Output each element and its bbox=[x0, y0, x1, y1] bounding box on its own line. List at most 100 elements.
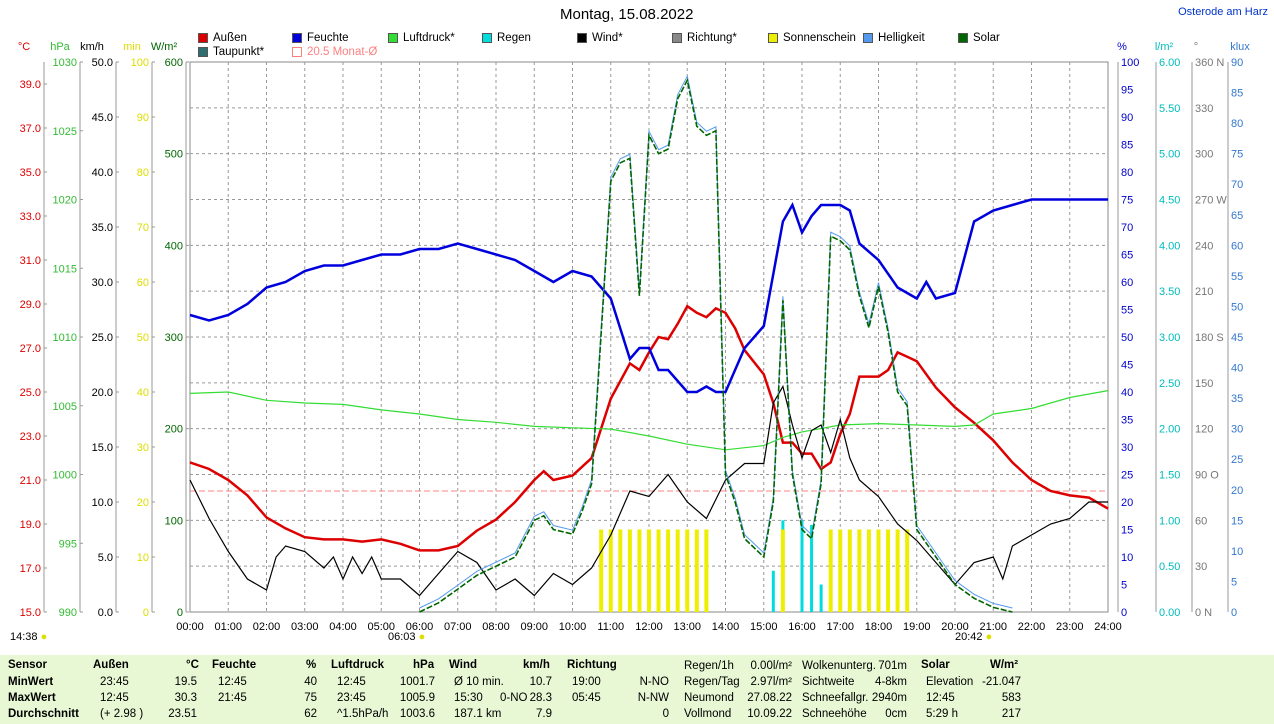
footer-rain-label: Vollmond bbox=[684, 708, 732, 720]
left-tick-label: 50.0 bbox=[92, 57, 113, 69]
bar-sonnenschein bbox=[866, 529, 871, 612]
footer-solar-value: 217 bbox=[1001, 708, 1021, 720]
right-tick-label: 0 N bbox=[1195, 607, 1212, 619]
header-sensor: Sensor bbox=[8, 659, 47, 671]
left-axis-unit: km/h bbox=[80, 41, 104, 53]
footer-cloud-value: 701m bbox=[878, 660, 907, 672]
footer-row-label: MaxWert bbox=[8, 692, 56, 704]
legend-label: Solar bbox=[973, 32, 1000, 44]
right-tick-label: 25 bbox=[1121, 470, 1133, 482]
right-tick-label: 85 bbox=[1121, 140, 1133, 152]
right-tick-label: 30 bbox=[1231, 424, 1243, 436]
left-tick-label: 400 bbox=[165, 240, 183, 252]
x-tick-label: 08:00 bbox=[482, 621, 510, 633]
legend-swatch bbox=[292, 47, 302, 57]
bar-regen bbox=[819, 584, 823, 612]
x-tick-label: 15:00 bbox=[750, 621, 778, 633]
left-tick-label: 1005 bbox=[53, 401, 77, 413]
left-tick-label: 39.0 bbox=[20, 79, 41, 91]
right-tick-label: 5.50 bbox=[1159, 103, 1180, 115]
footer-luftdruck-time: 23:45 bbox=[337, 692, 366, 704]
right-tick-label: 0.00 bbox=[1159, 607, 1180, 619]
right-tick-label: 70 bbox=[1231, 179, 1243, 191]
right-axis-unit: l/m² bbox=[1155, 41, 1174, 53]
bar-sonnenschein bbox=[675, 529, 680, 612]
footer-solar-label: 12:45 bbox=[926, 692, 955, 704]
left-tick-label: 15.0 bbox=[92, 442, 113, 454]
chart-axes bbox=[43, 61, 1229, 613]
line-wind bbox=[189, 384, 1108, 597]
footer-luftdruck-value: 1005.9 bbox=[399, 692, 435, 704]
footer-rain-label: Regen/1h bbox=[684, 660, 734, 672]
bar-sonnenschein bbox=[599, 529, 604, 612]
right-tick-label: 6.00 bbox=[1159, 57, 1180, 69]
bar-sonnenschein bbox=[876, 529, 881, 612]
right-tick-label: 75 bbox=[1231, 149, 1243, 161]
footer-aussen-value: 23.51 bbox=[168, 708, 197, 720]
right-tick-label: 210 bbox=[1195, 286, 1213, 298]
left-tick-label: 500 bbox=[165, 149, 183, 161]
bar-sonnenschein bbox=[694, 529, 699, 612]
bar-sonnenschein bbox=[627, 529, 632, 612]
right-tick-label: 240 bbox=[1195, 240, 1213, 252]
left-tick-label: 40.0 bbox=[92, 167, 113, 179]
right-tick-label: 60 bbox=[1195, 515, 1207, 527]
legend-label: Außen bbox=[213, 32, 247, 44]
footer-wind-value: 7.9 bbox=[536, 708, 552, 720]
footer-wind-extra: 0-NO bbox=[500, 692, 528, 704]
right-axis-unit: ° bbox=[1194, 41, 1198, 53]
x-tick-label: 13:00 bbox=[673, 621, 701, 633]
bar-sonnenschein bbox=[685, 529, 690, 612]
right-axis-unit: klux bbox=[1230, 41, 1250, 53]
footer-solar-value: 583 bbox=[1001, 692, 1021, 704]
footer-luftdruck-time: 12:45 bbox=[337, 676, 366, 688]
left-tick-label: 20.0 bbox=[92, 387, 113, 399]
left-tick-label: 0 bbox=[177, 607, 183, 619]
left-tick-label: 20 bbox=[137, 497, 149, 509]
footer-feuchte-value: 62 bbox=[304, 708, 317, 720]
bar-sonnenschein bbox=[780, 529, 785, 612]
header-feuchte: Feuchte bbox=[212, 659, 257, 671]
left-tick-label: 10 bbox=[137, 552, 149, 564]
legend-swatch bbox=[958, 33, 968, 43]
legend-label: Taupunkt* bbox=[213, 46, 265, 58]
statistics-footer: Sensor Außen °C Feuchte % Luftdruck hPa … bbox=[0, 655, 1274, 724]
right-tick-label: 1.00 bbox=[1159, 515, 1180, 527]
x-tick-label: 23:00 bbox=[1056, 621, 1084, 633]
footer-richtung-value: N-NO bbox=[639, 676, 669, 688]
legend-swatch bbox=[292, 33, 302, 43]
legend-swatch bbox=[482, 33, 492, 43]
line-aussen bbox=[189, 304, 1109, 552]
left-tick-label: 23.0 bbox=[20, 431, 41, 443]
right-tick-label: 80 bbox=[1231, 118, 1243, 130]
footer-cloud-value: 0cm bbox=[885, 708, 907, 720]
footer-rain-label: Neumond bbox=[684, 692, 734, 704]
left-tick-label: 25.0 bbox=[92, 332, 113, 344]
footer-solar-label: Elevation bbox=[926, 676, 974, 688]
daylength-label: 14:38 ● bbox=[10, 631, 48, 643]
x-tick-label: 19:00 bbox=[903, 621, 931, 633]
x-tick-label: 00:00 bbox=[176, 621, 204, 633]
right-tick-label: 45 bbox=[1121, 360, 1133, 372]
bar-sonnenschein bbox=[905, 529, 910, 612]
footer-richtung-value: N-NW bbox=[637, 692, 669, 704]
right-tick-label: 10 bbox=[1231, 546, 1243, 558]
bar-sonnenschein bbox=[838, 529, 843, 612]
left-tick-label: 1025 bbox=[53, 126, 77, 138]
left-tick-label: 15.0 bbox=[20, 607, 41, 619]
x-tick-label: 09:00 bbox=[520, 621, 548, 633]
left-tick-label: 1000 bbox=[53, 470, 77, 482]
right-tick-label: 150 bbox=[1195, 378, 1213, 390]
legend-swatch bbox=[388, 33, 398, 43]
header-richtung: Richtung bbox=[567, 659, 617, 671]
x-tick-label: 05:00 bbox=[367, 621, 395, 633]
location-label: Osterode am Harz bbox=[1178, 6, 1268, 18]
legend-label: Helligkeit bbox=[878, 32, 925, 44]
right-tick-label: 65 bbox=[1231, 210, 1243, 222]
left-tick-label: 21.0 bbox=[20, 475, 41, 487]
footer-aussen-value: 30.3 bbox=[174, 692, 197, 704]
left-tick-label: 40 bbox=[137, 387, 149, 399]
right-tick-label: 1.50 bbox=[1159, 470, 1180, 482]
legend-swatch bbox=[198, 33, 208, 43]
footer-rain-label: Regen/Tag bbox=[684, 676, 740, 688]
